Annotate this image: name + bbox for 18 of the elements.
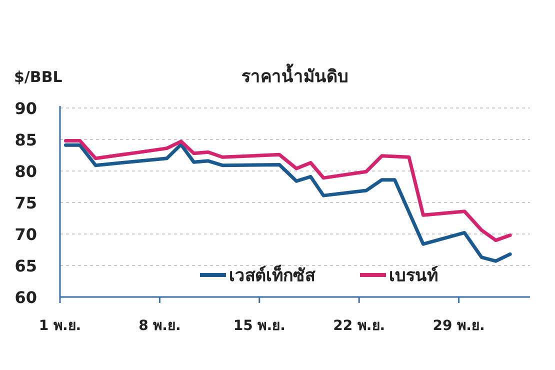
y-tick-label: 65 (14, 256, 37, 276)
line-series (64, 142, 512, 263)
y-tick-label: 60 (14, 288, 37, 307)
line-series (64, 139, 512, 242)
y-tick-label: 90 (14, 99, 37, 118)
x-tick-label: 8 พ.ย. (138, 318, 181, 334)
y-tick-label: 75 (14, 194, 37, 212)
legend-label: เวสต์เท็กซัส (229, 263, 316, 286)
y-tick-label: 80 (14, 162, 37, 181)
x-tick-label: 1 พ.ย. (38, 318, 82, 334)
x-tick-label: 22 พ.ย. (333, 318, 386, 334)
x-tick-label: 29 พ.ย. (432, 318, 485, 334)
y-tick-label: 85 (14, 130, 37, 150)
y-tick-label: 70 (14, 225, 37, 244)
chart-title: ราคาน้ำมันดิบ (242, 63, 348, 87)
y-axis-title: $/BBL (14, 68, 63, 86)
legend-label: เบรนท์ (389, 265, 438, 286)
x-tick-label: 15 พ.ย. (233, 318, 286, 334)
